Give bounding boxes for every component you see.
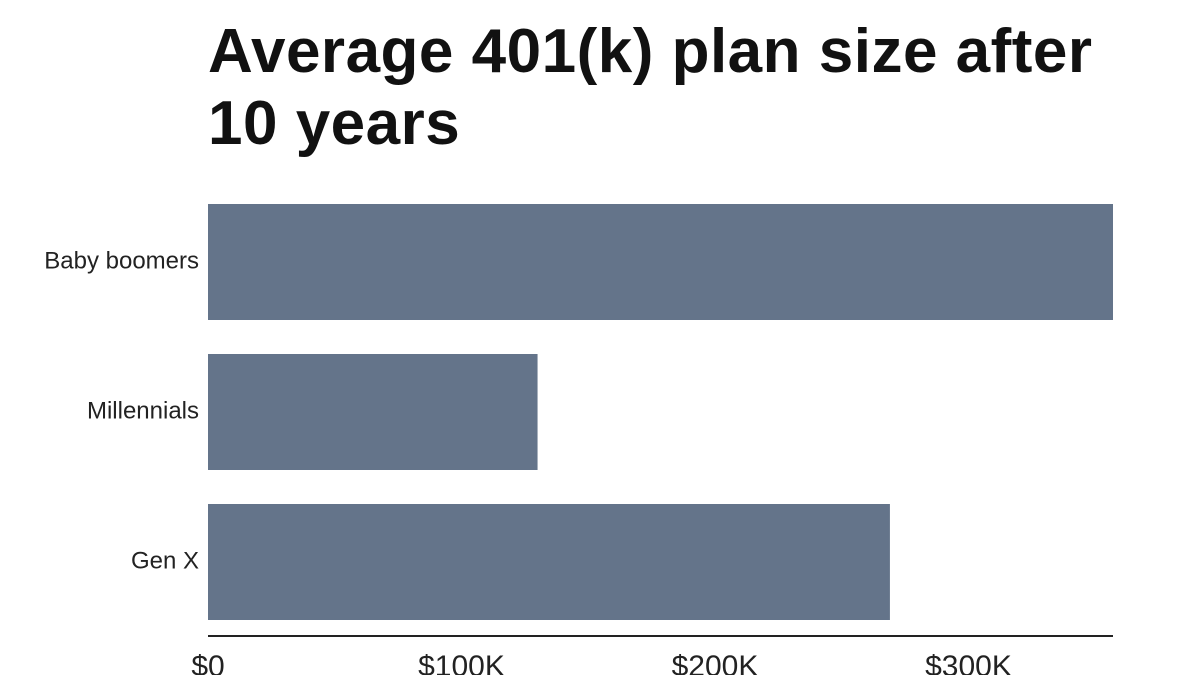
bar-gen-x [208,504,890,620]
bar-baby-boomers [208,204,1113,320]
x-tick-labels: $0 $100K $200K $300K [191,650,1012,675]
chart-title: Average 401(k) plan size after 10 years [208,17,1093,158]
bar-millennials [208,354,538,470]
x-tick-label: $0 [191,650,224,675]
category-label: Millennials [87,397,199,424]
x-tick-label: $200K [672,650,759,675]
category-label: Baby boomers [44,247,199,274]
category-label: Gen X [131,547,199,574]
x-tick-label: $300K [925,650,1012,675]
x-tick-label: $100K [418,650,505,675]
category-labels: Baby boomers Millennials Gen X [44,247,199,574]
bars-group [208,204,1113,620]
